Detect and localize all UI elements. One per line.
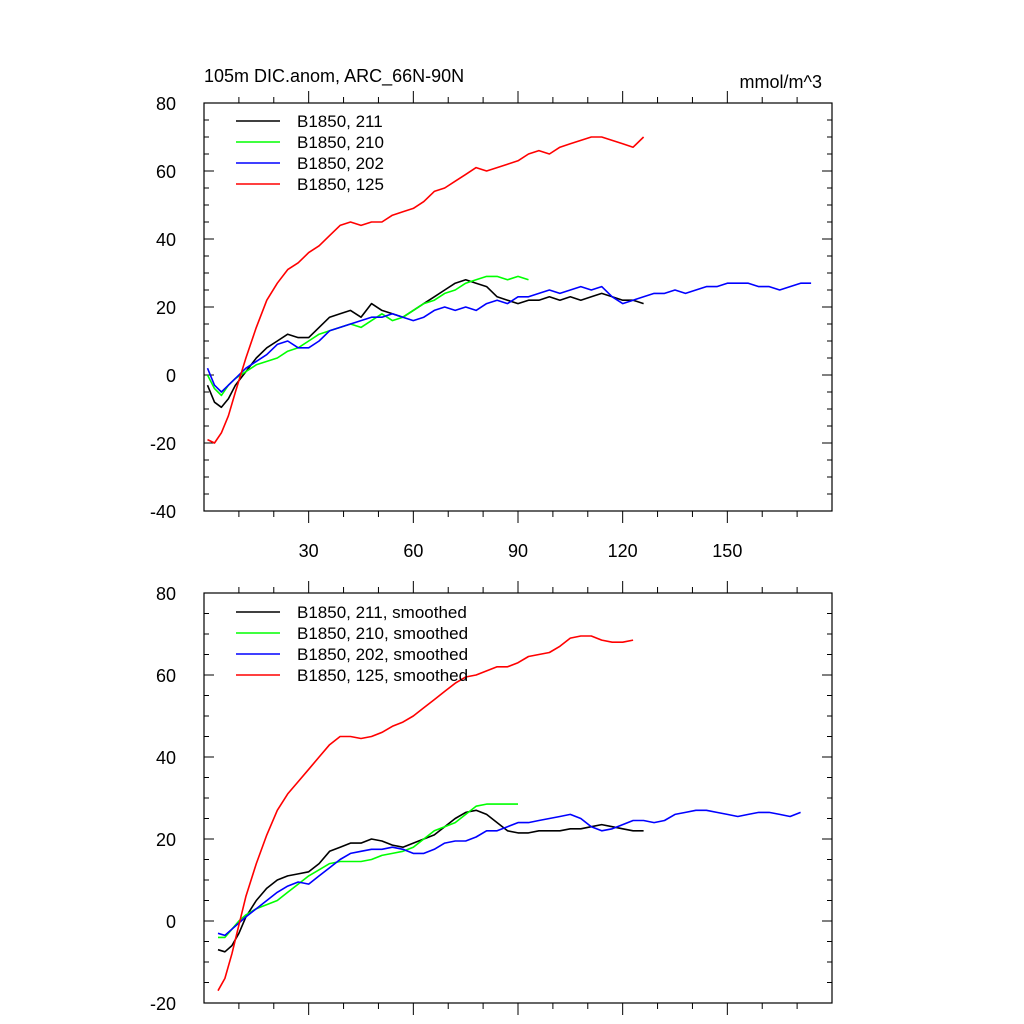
y-tick-label: 20 xyxy=(156,830,176,850)
legend-label: B1850, 125 xyxy=(297,175,384,194)
series-line xyxy=(217,635,634,992)
y-tick-label: -20 xyxy=(150,994,176,1014)
legend-label: B1850, 210, smoothed xyxy=(297,624,468,643)
y-tick-label: 0 xyxy=(166,912,176,932)
series-line xyxy=(218,803,518,939)
top-panel: -40 -20 0 20 40 60 80 30 60 90 120 150 B1850, 211 B18… xyxy=(150,66,833,561)
chart-title: 105m DIC.anom, ARC_66N-90N xyxy=(204,66,464,87)
y-tick-label: 60 xyxy=(156,162,176,182)
legend-label: B1850, 202 xyxy=(297,154,384,173)
legend-label: B1850, 210 xyxy=(297,133,384,152)
series-line xyxy=(217,809,801,937)
legend-label: B1850, 211, smoothed xyxy=(297,603,467,622)
legend-label: B1850, 211 xyxy=(297,112,383,131)
x-tick-label: 30 xyxy=(299,541,319,561)
series-line xyxy=(206,278,644,409)
y-tick-label: 60 xyxy=(156,666,176,686)
series-line xyxy=(207,136,645,444)
y-tick-label: 40 xyxy=(156,748,176,768)
x-tick-label: 90 xyxy=(508,541,528,561)
y-tick-label: -20 xyxy=(150,434,176,454)
y-tick-label: 80 xyxy=(156,94,176,114)
series-line xyxy=(206,282,812,393)
y-tick-label: 20 xyxy=(156,298,176,318)
legend-label: B1850, 125, smoothed xyxy=(297,666,468,685)
y-tick-label: 80 xyxy=(156,584,176,604)
bottom-panel: -20 0 20 40 60 80 B1850, 211, smoothed B1850, 2… xyxy=(150,581,833,1015)
y-tick-label: 0 xyxy=(166,366,176,386)
y-tick-label: -40 xyxy=(150,502,176,522)
series-line xyxy=(206,275,529,397)
y-tick-label: 40 xyxy=(156,230,176,250)
units-label: mmol/m^3 xyxy=(740,72,822,92)
series-line xyxy=(217,809,644,953)
legend-label: B1850, 202, smoothed xyxy=(297,645,468,664)
x-tick-label: 60 xyxy=(403,541,423,561)
x-tick-label: 120 xyxy=(608,541,638,561)
x-tick-label: 150 xyxy=(712,541,742,561)
